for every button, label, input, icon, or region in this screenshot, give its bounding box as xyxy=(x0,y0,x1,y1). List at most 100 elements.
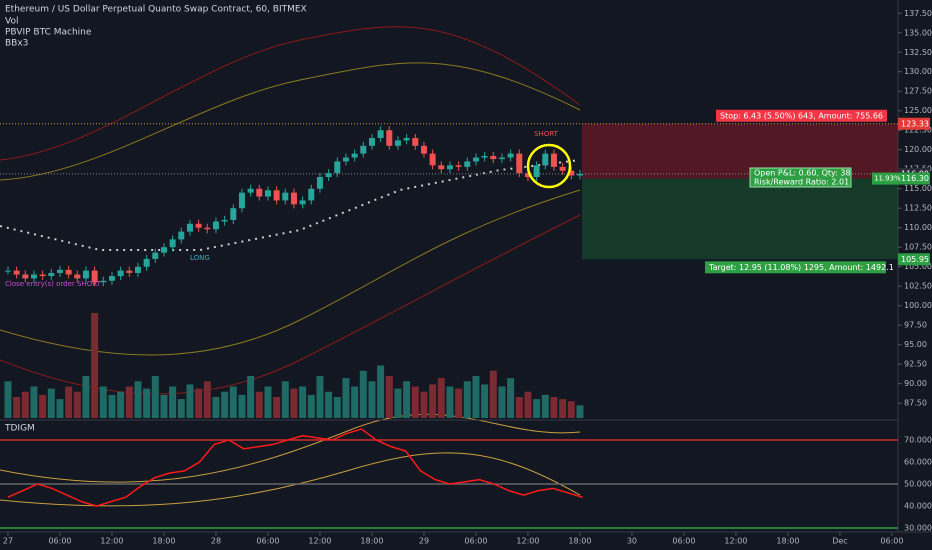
candle-body xyxy=(438,165,445,170)
volume-bar xyxy=(169,386,177,418)
candle-body xyxy=(377,130,384,139)
volume-bar xyxy=(507,378,515,418)
x-tick-label: 18:00 xyxy=(568,537,591,546)
x-tick-label: 12:00 xyxy=(308,537,331,546)
y-tick-label: 100.00 xyxy=(904,301,932,310)
candle-body xyxy=(238,192,245,209)
volume-bar xyxy=(351,386,359,418)
candle-body xyxy=(178,231,185,240)
candle-body xyxy=(498,157,505,160)
volume-bar xyxy=(524,391,532,418)
signal: LONG xyxy=(190,254,210,262)
volume-bar xyxy=(229,386,237,418)
candle-body xyxy=(472,157,479,162)
candle-body xyxy=(48,272,55,277)
candle-body xyxy=(221,219,228,222)
candle-body xyxy=(429,153,436,166)
volume-bar xyxy=(515,397,523,418)
volume-bar xyxy=(576,405,584,418)
candle-body xyxy=(186,223,193,232)
volume-bar xyxy=(559,399,567,418)
volume-bar xyxy=(533,399,541,418)
candle-body xyxy=(290,192,297,205)
pct-tag xyxy=(872,172,898,185)
signal: SHORT xyxy=(534,130,559,138)
volume-bar xyxy=(91,313,99,418)
volume-bar xyxy=(65,386,73,418)
candle-body xyxy=(394,140,401,146)
volume-bar xyxy=(4,381,12,418)
volume-bar xyxy=(21,391,29,418)
study: BBx3 xyxy=(5,39,28,49)
candle-body xyxy=(368,138,375,146)
tdi-band xyxy=(0,452,581,507)
candle-body xyxy=(516,153,523,174)
volume-bar xyxy=(238,394,246,418)
volume-bar xyxy=(481,384,489,418)
y-tick-label: 105.00 xyxy=(904,262,932,271)
volume-bar xyxy=(385,376,393,418)
tdi-band xyxy=(0,413,581,483)
candle-body xyxy=(334,161,341,174)
candle-body xyxy=(342,157,349,162)
candle-body xyxy=(152,252,159,259)
candle-body xyxy=(455,165,462,167)
title: Ethereum / US Dollar Perpetual Quanto Sw… xyxy=(5,5,307,15)
y-tick-label: 137.50 xyxy=(904,9,932,18)
candle-body xyxy=(550,153,557,167)
volume-bar xyxy=(247,376,255,418)
x-tick-label: 28 xyxy=(211,537,221,546)
volume-bar xyxy=(307,394,315,418)
volume-bar xyxy=(316,376,324,418)
volume-bar xyxy=(359,370,367,418)
volume-bar xyxy=(429,384,437,418)
candle-body xyxy=(299,200,306,205)
candle-body xyxy=(108,276,115,281)
pct-label: 11.93% xyxy=(874,175,901,183)
volume-bar xyxy=(160,394,168,418)
volume-bar xyxy=(264,386,272,418)
volume-bar xyxy=(489,370,497,418)
y-tick-label: 135.00 xyxy=(904,28,932,37)
volume-bar xyxy=(463,381,471,418)
candle-body xyxy=(446,165,453,170)
candle-body xyxy=(65,269,72,275)
y-tick-label: 92.50 xyxy=(904,360,927,369)
target-text: Target: 12.95 (11.08%) 1295, Amount: 149… xyxy=(708,263,894,272)
x-tick-label: 06:00 xyxy=(672,537,695,546)
y-tick-label: 130.00 xyxy=(904,67,932,76)
volume-bar xyxy=(273,397,281,418)
volume-bar xyxy=(221,391,229,418)
price-tag xyxy=(898,172,930,185)
volume-bar xyxy=(117,391,125,418)
signal: Close entry(s) order SHORT xyxy=(5,280,102,288)
tdi-line xyxy=(7,428,583,507)
study: PBVIP BTC Machine xyxy=(5,28,92,38)
x-tick-label: 18:00 xyxy=(360,537,383,546)
candle-body xyxy=(507,153,514,158)
candle-body xyxy=(74,274,81,279)
volume-bar xyxy=(281,381,289,418)
candle-body xyxy=(576,173,583,176)
volume-bar xyxy=(99,386,107,418)
x-tick-label: 12:00 xyxy=(724,537,747,546)
y-tick-label: 87.50 xyxy=(904,399,927,408)
target-zone xyxy=(581,178,898,260)
pnl-text: Risk/Reward Ratio: 2.01 xyxy=(754,178,849,187)
volume-bar xyxy=(368,381,376,418)
volume-bar xyxy=(151,376,159,418)
pnl-box xyxy=(749,167,852,188)
volume-bar xyxy=(56,399,64,418)
volume-bar xyxy=(177,399,185,418)
candle-body xyxy=(134,266,141,273)
candle-body xyxy=(39,274,46,277)
volume-bar xyxy=(446,386,454,418)
candle-body xyxy=(30,274,37,279)
volume-bar xyxy=(411,386,419,418)
candle-body xyxy=(204,227,211,230)
volume-bar xyxy=(186,384,194,418)
pnl-text: Open P&L: 0.60, Qty: 38 xyxy=(754,169,851,178)
candle-body xyxy=(247,188,254,193)
y-tick-label: 60.0000 xyxy=(904,458,932,467)
volume-bar xyxy=(73,391,81,418)
